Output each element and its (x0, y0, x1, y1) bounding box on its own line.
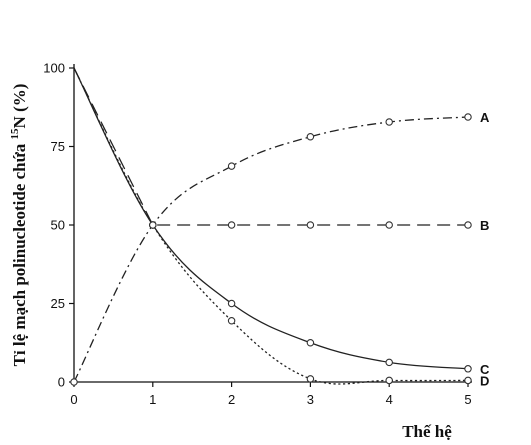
marker-d (227, 317, 236, 325)
marker-c (306, 338, 315, 347)
marker-c (385, 358, 393, 367)
series-line-b (73, 67, 468, 226)
marker-b (464, 221, 472, 229)
marker-a (306, 133, 315, 141)
y-tick-label: 0 (58, 375, 65, 390)
marker-a (464, 113, 472, 121)
series-label-b: B (480, 218, 489, 233)
marker-c (149, 221, 157, 229)
x-tick-label: 5 (464, 392, 471, 407)
series-label-a: A (480, 110, 490, 125)
y-tick-label: 75 (51, 139, 65, 154)
marker-d (464, 376, 472, 385)
y-tick-label: 50 (51, 218, 65, 233)
series-line-a (73, 116, 469, 383)
y-axis-title: Tỉ lệ mạch polinucleotide chứa 15N (%) (9, 84, 29, 367)
x-axis-title: Thế hệ (402, 422, 452, 441)
x-tick-label: 0 (70, 392, 77, 407)
x-tick-label: 1 (149, 392, 156, 407)
y-tick-label: 25 (51, 296, 65, 311)
series-lines (73, 67, 469, 385)
marker-a (385, 118, 393, 126)
y-tick-label: 100 (43, 61, 65, 76)
marker-b (385, 221, 393, 229)
series-line-c (73, 67, 469, 370)
marker-a (70, 378, 78, 386)
x-tick-label: 4 (386, 392, 393, 407)
marker-b (227, 221, 236, 229)
x-tick-label: 3 (307, 392, 314, 407)
x-tick-label: 2 (228, 392, 235, 407)
series-labels: A B CD (480, 110, 490, 388)
marker-b (306, 221, 315, 229)
marker-c (227, 299, 236, 308)
series-markers (70, 113, 472, 386)
marker-d (385, 376, 393, 385)
marker-a (227, 162, 236, 170)
axes (73, 64, 472, 383)
series-label-c: C (480, 362, 490, 377)
series-label-d: D (480, 373, 489, 388)
marker-d (306, 375, 315, 383)
series-line-d (73, 67, 469, 385)
marker-c (464, 365, 472, 373)
